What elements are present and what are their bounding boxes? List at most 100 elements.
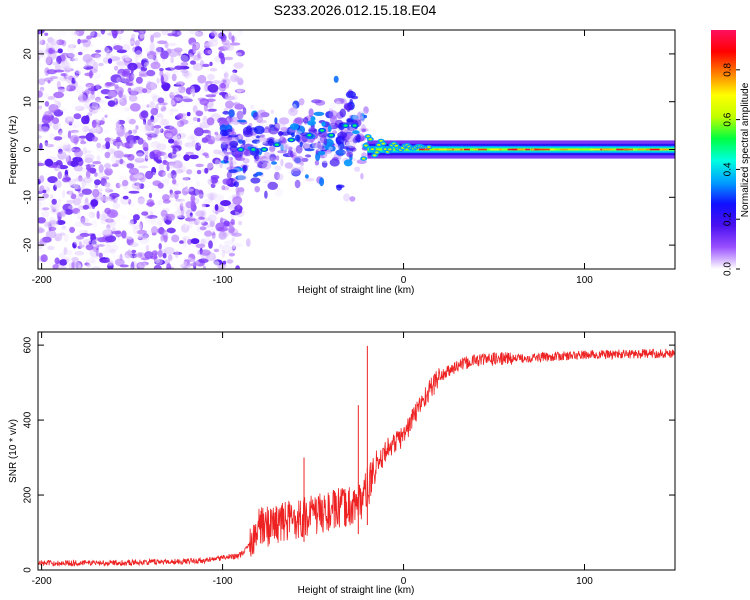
noise-blob xyxy=(116,203,123,210)
noise-blob xyxy=(99,259,110,264)
transition-blob xyxy=(243,129,254,138)
noise-blob xyxy=(206,117,215,126)
noise-blob xyxy=(166,164,170,172)
noise-blob xyxy=(196,193,203,199)
noise-blob xyxy=(150,217,160,226)
noise-blob xyxy=(128,118,136,125)
noise-blob xyxy=(178,38,188,43)
transition-blob xyxy=(242,165,247,174)
noise-blob xyxy=(163,72,171,81)
noise-blob xyxy=(191,169,198,176)
noise-blob xyxy=(69,58,76,62)
noise-blob xyxy=(126,266,134,269)
noise-blob xyxy=(221,244,232,254)
noise-blob xyxy=(207,39,219,47)
noise-blob xyxy=(82,53,93,63)
noise-blob xyxy=(195,163,204,168)
noise-blob xyxy=(82,176,93,183)
noise-blob xyxy=(72,198,82,206)
noise-blob xyxy=(214,159,220,167)
noise-blob xyxy=(56,80,61,89)
noise-blob xyxy=(235,49,245,57)
transition-blob xyxy=(258,137,268,143)
noise-blob xyxy=(68,92,73,102)
noise-blob xyxy=(44,140,49,147)
noise-blob xyxy=(173,83,182,87)
noise-blob xyxy=(168,138,175,144)
noise-blob xyxy=(167,254,173,261)
noise-blob xyxy=(231,232,242,237)
noise-blob xyxy=(124,55,132,62)
noise-blob xyxy=(88,128,98,134)
noise-blob xyxy=(51,198,57,205)
noise-blob xyxy=(113,45,123,51)
noise-blob xyxy=(192,105,198,113)
noise-blob xyxy=(40,126,50,133)
transition-blob xyxy=(264,190,268,199)
noise-blob xyxy=(109,137,114,145)
noise-blob xyxy=(221,39,230,46)
noise-blob xyxy=(181,236,191,241)
noise-blob xyxy=(147,135,153,141)
noise-blob xyxy=(116,49,128,54)
noise-blob xyxy=(57,151,67,160)
zero-line-hot xyxy=(434,148,443,151)
noise-blob xyxy=(48,48,54,55)
noise-blob xyxy=(207,178,213,185)
transition-blob xyxy=(317,145,324,150)
noise-blob xyxy=(118,181,123,188)
noise-blob xyxy=(57,30,67,36)
noise-blob xyxy=(84,63,94,67)
noise-blob xyxy=(82,131,87,135)
noise-blob xyxy=(38,47,47,52)
noise-blob xyxy=(107,209,118,219)
zero-line-hot xyxy=(645,148,654,151)
noise-blob xyxy=(168,87,176,96)
transition-blob xyxy=(255,135,261,139)
noise-blob xyxy=(236,89,242,94)
noise-blob xyxy=(181,97,193,103)
noise-blob xyxy=(84,181,92,186)
transition-blob xyxy=(363,106,369,114)
transition-blob xyxy=(278,117,290,125)
transition-blob xyxy=(229,160,233,170)
noise-blob xyxy=(144,155,149,162)
noise-blob xyxy=(46,258,55,267)
transition-blob xyxy=(280,158,284,167)
noise-blob xyxy=(219,193,229,198)
noise-blob xyxy=(96,117,101,125)
noise-blob xyxy=(241,235,253,239)
transition-blob xyxy=(304,148,315,152)
noise-blob xyxy=(170,56,174,64)
transition-blob xyxy=(242,107,247,115)
noise-blob xyxy=(61,183,71,189)
noise-blob xyxy=(204,40,210,50)
noise-blob xyxy=(73,113,82,120)
noise-blob xyxy=(89,255,99,260)
transition-blob xyxy=(244,138,252,143)
noise-blob xyxy=(195,32,203,37)
transition-blob xyxy=(305,177,315,182)
line-onset-core xyxy=(366,135,370,138)
noise-blob xyxy=(223,66,234,73)
y-tick-label: 200 xyxy=(23,486,34,503)
noise-blob xyxy=(111,155,117,164)
noise-blob xyxy=(91,239,100,247)
x-tick-label: -200 xyxy=(32,275,52,286)
noise-blob xyxy=(75,235,85,240)
noise-blob xyxy=(79,217,89,225)
line-onset-core xyxy=(375,151,379,154)
noise-blob xyxy=(44,158,54,167)
noise-blob xyxy=(82,147,88,155)
transition-blob xyxy=(313,111,325,116)
noise-blob xyxy=(74,149,83,158)
noise-blob xyxy=(188,37,197,46)
noise-blob xyxy=(188,220,196,225)
noise-blob xyxy=(73,123,82,127)
y-tick-label: 10 xyxy=(23,96,34,108)
transition-blob xyxy=(352,130,360,135)
noise-blob xyxy=(177,215,185,220)
zero-line-hot xyxy=(539,148,550,151)
noise-blob xyxy=(201,203,207,208)
noise-blob xyxy=(174,192,179,200)
